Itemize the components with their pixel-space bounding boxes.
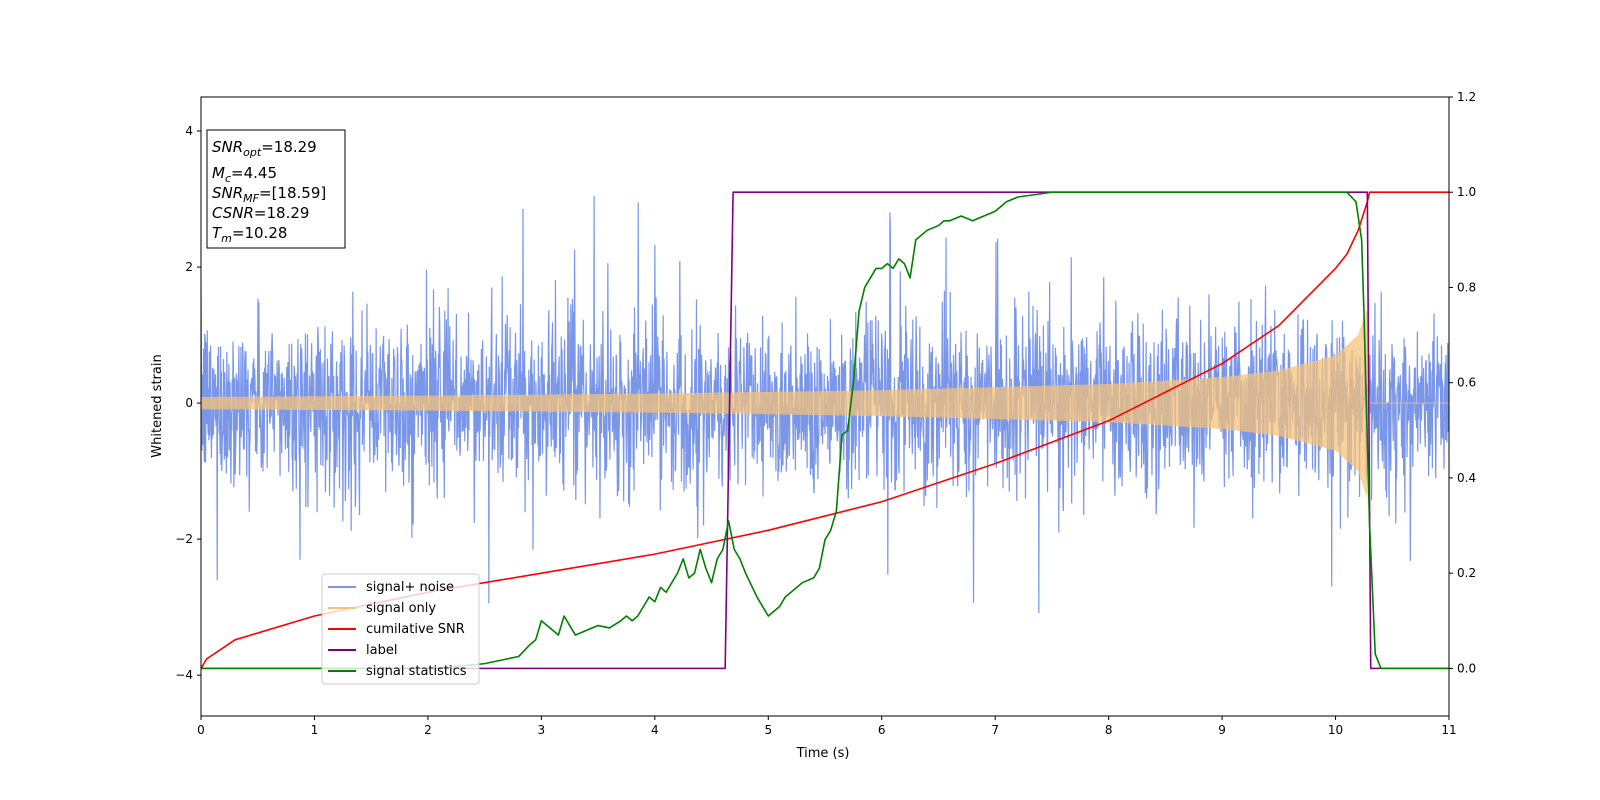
axes-layer: 0 1 2 3 4 5 6 7 8 9 10 11 −4 −2 0 2 4 0.0 0.2 0.4 0.6 0.8 1.0 1… bbox=[175, 90, 1476, 737]
x-tick-label: 7 bbox=[991, 723, 999, 737]
legend-item-label: label bbox=[366, 643, 397, 658]
y-left-tick-label: 0 bbox=[185, 396, 193, 410]
y-left-tick-label: 4 bbox=[185, 124, 193, 138]
x-tick-label: 1 bbox=[311, 723, 319, 737]
x-tick-label: 0 bbox=[197, 723, 205, 737]
legend-item-signal-only: signal only bbox=[366, 601, 436, 616]
y-right-tick-label: 1.0 bbox=[1457, 185, 1476, 199]
series-cumulative-snr bbox=[201, 191, 1449, 669]
annotation-mc: Mc=4.45 bbox=[212, 164, 277, 185]
annotation-frame bbox=[206, 129, 346, 249]
x-tick-label: 6 bbox=[878, 723, 886, 737]
y-right-tick-label: 0.0 bbox=[1457, 661, 1476, 675]
annotation-snr-mf: SNRMF=[18.59] bbox=[212, 184, 326, 205]
x-tick-label: 8 bbox=[1105, 723, 1113, 737]
x-axis-label: Time (s) bbox=[796, 746, 850, 761]
y-right-tick-label: 0.4 bbox=[1457, 471, 1476, 485]
legend-item-cumulative-snr: cumilative SNR bbox=[366, 622, 465, 637]
y-left-tick-label: 2 bbox=[185, 260, 193, 274]
annotation-box: SNRopt=18.29 Mc=4.45 SNRMF=[18.59] CSNR=… bbox=[206, 129, 346, 249]
annotation-csnr: CSNR=18.29 bbox=[212, 204, 309, 222]
y-left-tick-label: −2 bbox=[175, 532, 193, 546]
legend-item-signal-noise: signal+ noise bbox=[366, 580, 454, 595]
y-right-tick-label: 0.2 bbox=[1457, 566, 1476, 580]
plot-series-layer bbox=[201, 191, 1449, 670]
plot-frame bbox=[200, 96, 1450, 717]
legend: signal+ noise signal only cumilative SNR la… bbox=[321, 573, 480, 685]
legend-item-signal-statistics: signal statistics bbox=[366, 664, 467, 679]
series-signal-statistics bbox=[201, 191, 1449, 670]
x-tick-label: 9 bbox=[1218, 723, 1226, 737]
legend-frame bbox=[321, 573, 480, 685]
y-left-tick-label: −4 bbox=[175, 668, 193, 682]
annotation-snr-opt: SNRopt=18.29 bbox=[212, 138, 317, 159]
x-tick-label: 2 bbox=[424, 723, 432, 737]
y-right-tick-label: 0.6 bbox=[1457, 376, 1476, 390]
x-tick-label: 11 bbox=[1441, 723, 1456, 737]
y-right-tick-label: 1.2 bbox=[1457, 90, 1476, 104]
x-tick-label: 3 bbox=[538, 723, 546, 737]
x-tick-label: 5 bbox=[764, 723, 772, 737]
y-axis-label: Whitened strain bbox=[150, 354, 165, 457]
series-signal-only bbox=[201, 310, 1449, 498]
annotation-tm: Tm=10.28 bbox=[212, 224, 287, 245]
x-tick-label: 4 bbox=[651, 723, 659, 737]
y-right-tick-label: 0.8 bbox=[1457, 280, 1476, 294]
x-tick-label: 10 bbox=[1328, 723, 1343, 737]
